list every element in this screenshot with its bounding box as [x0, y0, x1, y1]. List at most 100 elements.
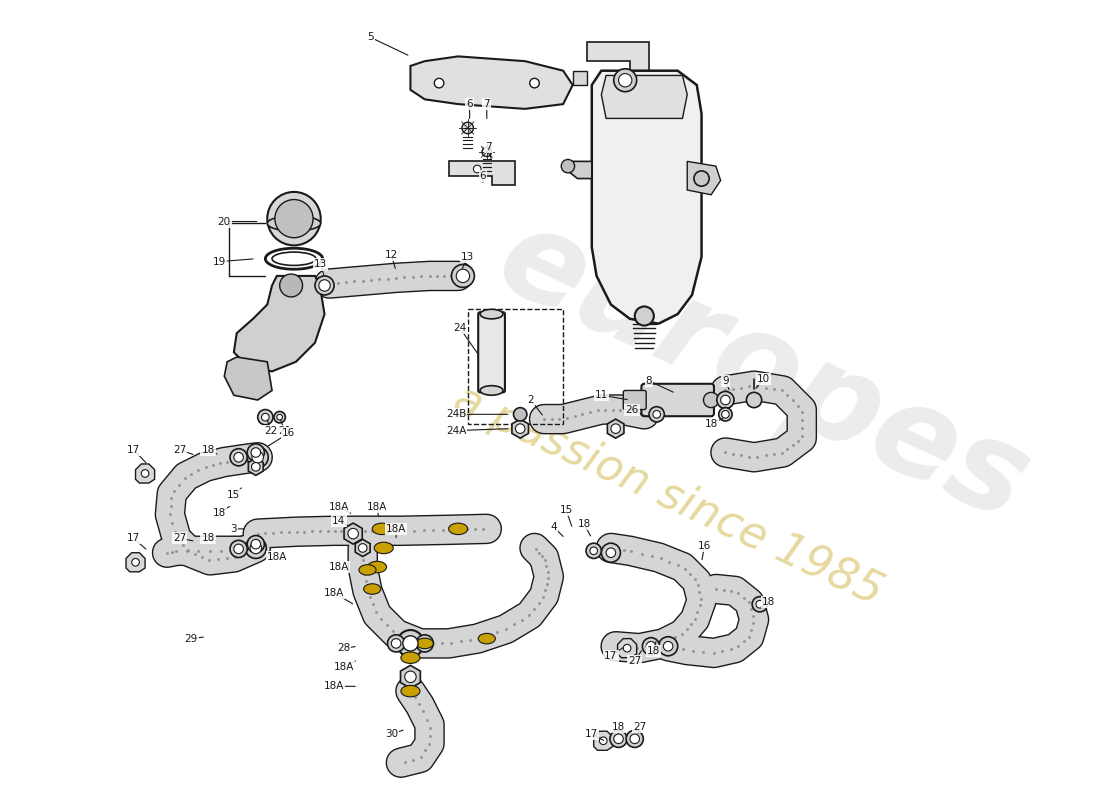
Polygon shape: [135, 464, 155, 483]
Point: [399, 632, 417, 645]
Circle shape: [132, 558, 140, 566]
Circle shape: [590, 547, 597, 554]
Point: [757, 449, 774, 462]
Point: [653, 638, 671, 650]
Point: [434, 523, 452, 536]
FancyBboxPatch shape: [478, 312, 505, 392]
Point: [405, 524, 422, 537]
Point: [232, 453, 250, 466]
Point: [186, 548, 204, 561]
Text: 18A: 18A: [323, 588, 344, 598]
Point: [176, 472, 194, 485]
Point: [364, 524, 382, 537]
Circle shape: [230, 540, 248, 558]
Point: [573, 408, 591, 421]
Point: [280, 526, 298, 538]
Point: [793, 422, 811, 434]
Point: [793, 406, 811, 418]
Point: [414, 705, 431, 718]
Text: 12: 12: [385, 250, 398, 260]
Point: [540, 572, 558, 585]
Point: [158, 546, 176, 559]
Point: [361, 590, 378, 603]
Point: [691, 599, 708, 612]
Point: [329, 277, 346, 290]
Point: [367, 606, 385, 618]
Point: [558, 412, 575, 425]
Point: [789, 434, 806, 447]
Text: 18: 18: [761, 598, 776, 607]
Point: [694, 646, 712, 658]
Circle shape: [277, 414, 283, 420]
Point: [410, 697, 428, 710]
Circle shape: [252, 451, 263, 463]
Polygon shape: [602, 75, 688, 118]
Point: [418, 713, 436, 726]
Point: [749, 380, 767, 393]
Point: [742, 603, 760, 616]
Point: [354, 560, 372, 573]
Point: [749, 450, 767, 463]
Point: [793, 414, 811, 426]
Circle shape: [251, 539, 261, 549]
Point: [354, 274, 372, 287]
Point: [332, 524, 350, 537]
Point: [725, 447, 742, 460]
Point: [320, 277, 338, 290]
Text: 15: 15: [228, 490, 241, 501]
Point: [162, 507, 179, 520]
Point: [183, 467, 200, 480]
Circle shape: [315, 276, 334, 295]
Point: [536, 554, 553, 566]
Circle shape: [720, 395, 730, 405]
Text: 14: 14: [332, 516, 345, 526]
Circle shape: [704, 392, 718, 408]
Point: [505, 618, 522, 630]
Point: [630, 407, 648, 420]
Point: [359, 582, 376, 595]
Point: [412, 750, 430, 763]
Point: [179, 544, 197, 557]
Point: [527, 543, 544, 556]
Circle shape: [420, 638, 429, 648]
Point: [434, 270, 452, 282]
Point: [689, 606, 706, 618]
Point: [372, 612, 389, 625]
Point: [362, 274, 380, 286]
Point: [632, 547, 650, 560]
Text: 8: 8: [646, 376, 652, 386]
Point: [345, 275, 363, 288]
Point: [461, 634, 478, 646]
Text: 10: 10: [757, 374, 770, 384]
Text: 6: 6: [466, 99, 473, 109]
Text: 27: 27: [628, 655, 641, 666]
Point: [673, 628, 691, 641]
Polygon shape: [410, 56, 573, 109]
Point: [725, 382, 742, 395]
Point: [420, 722, 438, 734]
Circle shape: [348, 528, 359, 539]
Circle shape: [245, 538, 266, 558]
Circle shape: [624, 644, 631, 652]
Point: [243, 543, 261, 556]
Point: [256, 527, 274, 540]
Ellipse shape: [364, 584, 381, 594]
Point: [200, 545, 218, 558]
Point: [667, 642, 684, 654]
Point: [169, 534, 187, 546]
Point: [466, 522, 484, 535]
Text: 9: 9: [722, 376, 728, 386]
Point: [371, 273, 388, 286]
Point: [612, 403, 629, 416]
Text: 18: 18: [201, 534, 214, 543]
Point: [480, 629, 497, 642]
Circle shape: [473, 165, 481, 173]
Point: [442, 637, 460, 650]
Text: 18A: 18A: [323, 682, 344, 691]
Point: [354, 542, 372, 554]
Point: [200, 554, 218, 566]
Point: [296, 525, 314, 538]
Point: [379, 524, 397, 537]
Polygon shape: [573, 70, 587, 85]
Ellipse shape: [400, 652, 420, 663]
